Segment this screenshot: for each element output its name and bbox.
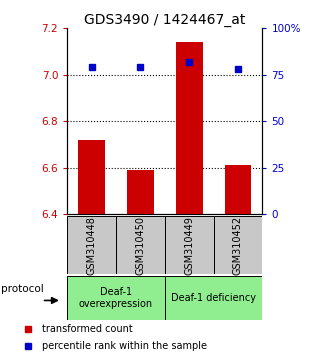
Bar — [176, 42, 203, 214]
Text: protocol: protocol — [1, 284, 44, 293]
Text: percentile rank within the sample: percentile rank within the sample — [43, 341, 207, 350]
Bar — [214, 216, 262, 274]
Title: GDS3490 / 1424467_at: GDS3490 / 1424467_at — [84, 13, 245, 27]
Text: GSM310450: GSM310450 — [135, 216, 145, 275]
Text: Deaf-1 deficiency: Deaf-1 deficiency — [171, 293, 256, 303]
Bar — [225, 165, 252, 214]
Bar — [127, 170, 154, 214]
Bar — [165, 276, 262, 320]
Text: GSM310449: GSM310449 — [184, 216, 194, 275]
Text: GSM310448: GSM310448 — [87, 216, 97, 275]
Bar — [67, 216, 116, 274]
Bar — [67, 276, 165, 320]
Text: Deaf-1
overexpression: Deaf-1 overexpression — [79, 287, 153, 309]
Text: transformed count: transformed count — [43, 324, 133, 334]
Bar — [165, 216, 214, 274]
Bar — [78, 140, 105, 214]
Bar — [116, 216, 165, 274]
Text: GSM310452: GSM310452 — [233, 216, 243, 275]
